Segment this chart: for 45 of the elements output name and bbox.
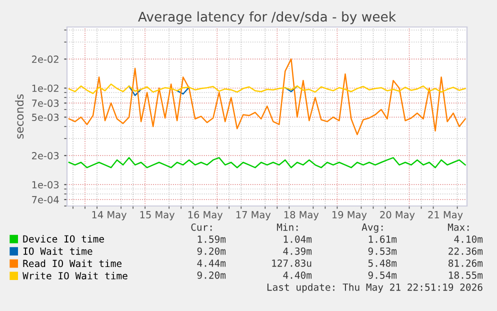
chart-title: Average latency for /dev/sda - by week [138,11,396,24]
x-tick-label: 19 May [332,211,367,220]
legend-label: Read IO Wait time [23,260,122,268]
y-tick-label: 2e-03 [32,152,59,160]
legend-label: Write IO Wait time [22,272,128,280]
y-tick-label: 7e-04 [32,196,59,204]
text: 5.48m [368,259,397,267]
text: Min: [276,223,298,231]
text: 18.55m [449,271,483,279]
x-tick-label: 17 May [236,211,271,220]
text: Avg: [362,224,383,233]
x-tick-label: 21 May [428,211,463,220]
text: 9.20m [197,247,226,255]
line-series [68,58,466,136]
y-tick-label: 5e-03 [32,114,59,121]
text: Cur: [191,223,212,231]
text: 4.39m [283,247,312,255]
x-tick-label: 14 May [92,211,127,220]
x-tick-label: 20 May [380,211,415,220]
legend-label: IO Wait time [24,247,92,255]
text: 127.83u [272,259,312,267]
text: 9.53m [368,247,397,255]
line-series [68,84,466,94]
legend-label: Device IO time [23,235,104,243]
text: 4.44m [197,260,226,267]
text: 1.59m [198,235,226,243]
y-tick-label: 1e-03 [32,181,59,188]
text: 4.10m [454,235,483,243]
y-tick-label: 1e-02 [32,84,58,92]
line-series [68,157,466,168]
text: Last update: Thu May 21 22:51:19 2026 [267,283,482,293]
text: 4.40m [283,271,312,279]
y-axis-title: seconds [15,94,24,139]
text: 81.26m [448,259,483,267]
x-tick-label: 15 May [140,211,175,220]
text: 1.61m [368,235,397,243]
text: 1.04m [284,235,312,243]
y-tick-label: 2e-02 [32,56,58,63]
text: Max: [448,224,469,231]
text: 9.20m [197,271,226,279]
x-tick-label: 18 May [284,211,319,220]
y-tick-label: 7e-03 [32,100,59,107]
text: 9.54m [368,271,397,279]
x-tick-label: 16 May [188,211,223,220]
text: 22.36m [448,247,483,255]
